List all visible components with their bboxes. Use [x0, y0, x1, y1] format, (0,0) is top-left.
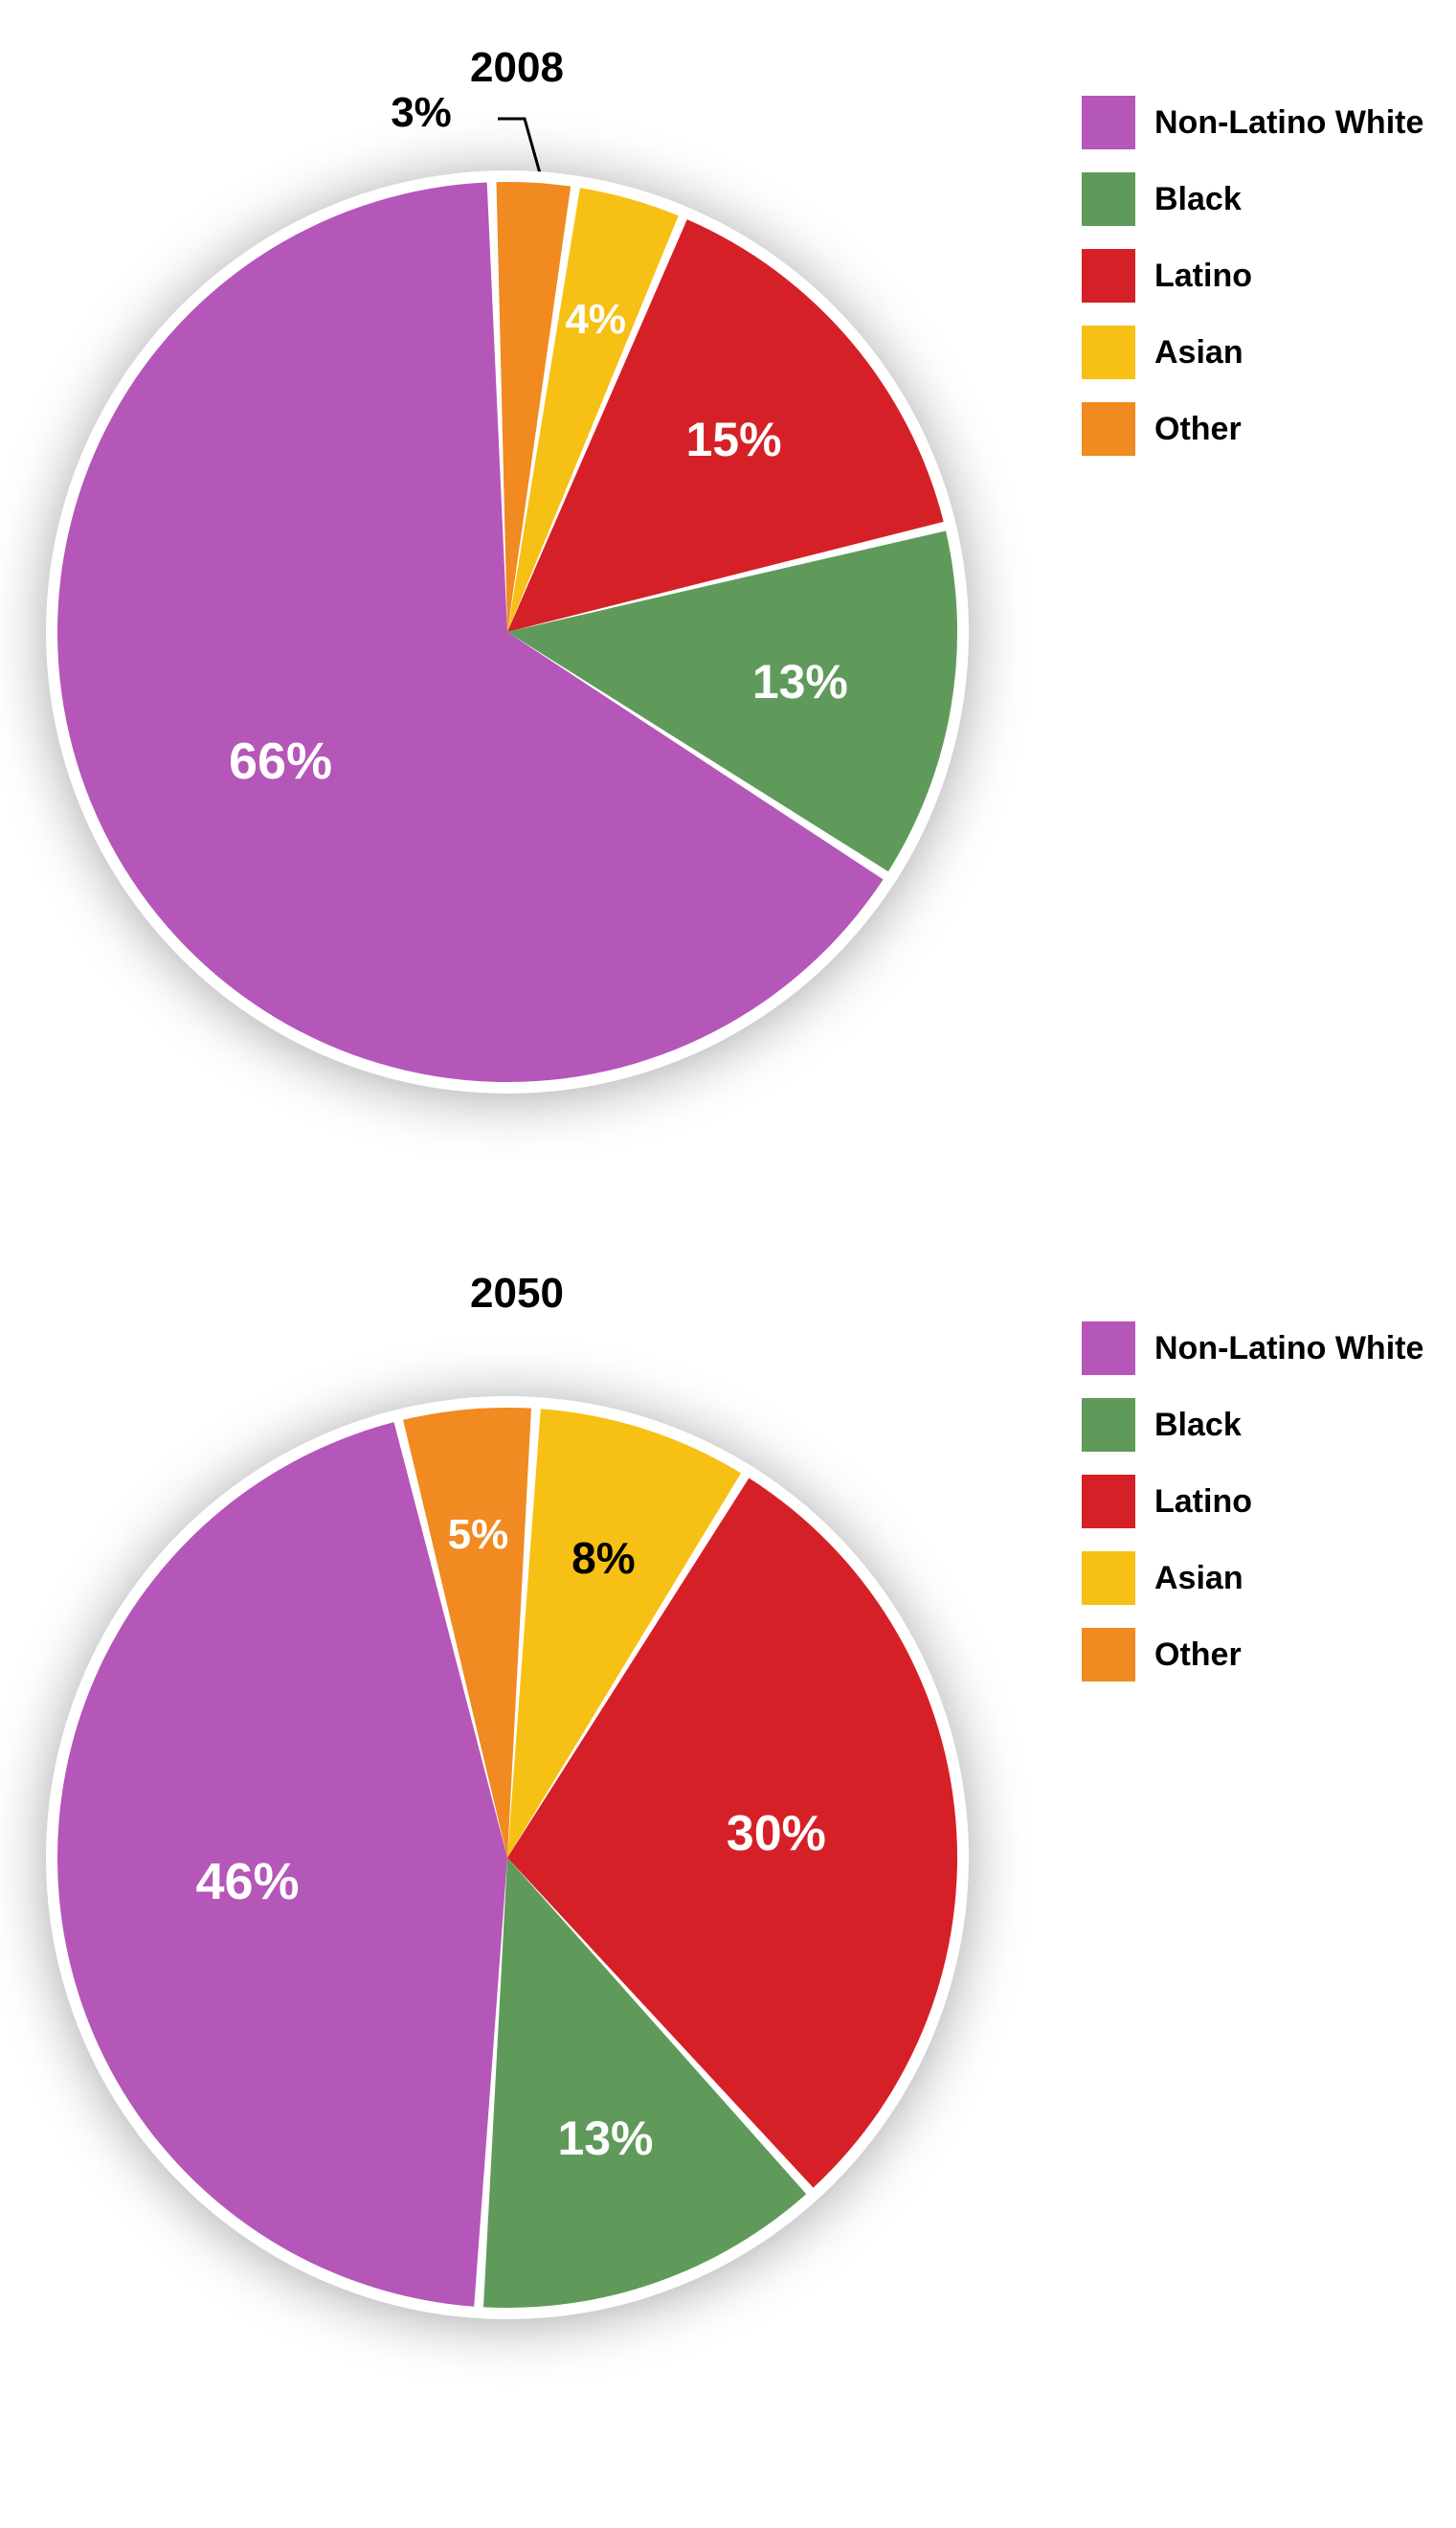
legend-swatch: [1082, 249, 1135, 303]
legend-swatch: [1082, 1321, 1135, 1375]
legend-item: Asian: [1082, 1551, 1423, 1605]
legend-label: Asian: [1154, 1560, 1243, 1597]
legend-swatch: [1082, 326, 1135, 379]
legend-label: Latino: [1154, 258, 1252, 295]
pie: [29, 1379, 986, 2341]
legend-swatch: [1082, 96, 1135, 149]
chart-title: 2008: [470, 44, 564, 92]
legend-item: Non-Latino White: [1082, 1321, 1423, 1375]
slice-label: 3%: [391, 89, 452, 137]
chart-title: 2050: [470, 1270, 564, 1318]
legend-swatch: [1082, 1475, 1135, 1528]
legend-item: Other: [1082, 1628, 1423, 1682]
legend-item: Asian: [1082, 326, 1423, 379]
legend-item: Non-Latino White: [1082, 96, 1423, 149]
legend-label: Other: [1154, 411, 1242, 448]
legend-swatch: [1082, 402, 1135, 456]
legend-label: Asian: [1154, 334, 1243, 372]
legend-item: Black: [1082, 1398, 1423, 1452]
legend-swatch: [1082, 1628, 1135, 1682]
pie: [29, 153, 986, 1116]
legend-label: Black: [1154, 1407, 1242, 1444]
legend-item: Latino: [1082, 249, 1423, 303]
legend: Non-Latino White Black Latino Asian Other: [1082, 1321, 1423, 1704]
legend-item: Black: [1082, 172, 1423, 226]
legend-label: Black: [1154, 181, 1242, 218]
legend-label: Other: [1154, 1636, 1242, 1674]
legend-label: Non-Latino White: [1154, 104, 1423, 142]
legend-label: Non-Latino White: [1154, 1330, 1423, 1367]
pie-chart: 20083%4%15%13%66%Non-Latino WhiteBlackLa…: [19, 38, 1437, 1264]
legend-item: Latino: [1082, 1475, 1423, 1528]
legend-item: Other: [1082, 402, 1423, 456]
legend-swatch: [1082, 1398, 1135, 1452]
legend-label: Latino: [1154, 1483, 1252, 1521]
legend-swatch: [1082, 172, 1135, 226]
legend: Non-Latino White Black Latino Asian Other: [1082, 96, 1423, 479]
legend-swatch: [1082, 1551, 1135, 1605]
pie-chart: 20505%8%30%13%46%Non-Latino WhiteBlackLa…: [19, 1264, 1437, 2490]
